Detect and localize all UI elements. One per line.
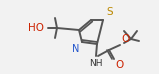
Text: O: O <box>115 60 123 70</box>
Text: HO: HO <box>28 23 44 33</box>
Text: O: O <box>121 34 129 44</box>
Text: N: N <box>72 44 79 54</box>
Text: S: S <box>106 7 113 17</box>
Text: NH: NH <box>89 59 103 68</box>
